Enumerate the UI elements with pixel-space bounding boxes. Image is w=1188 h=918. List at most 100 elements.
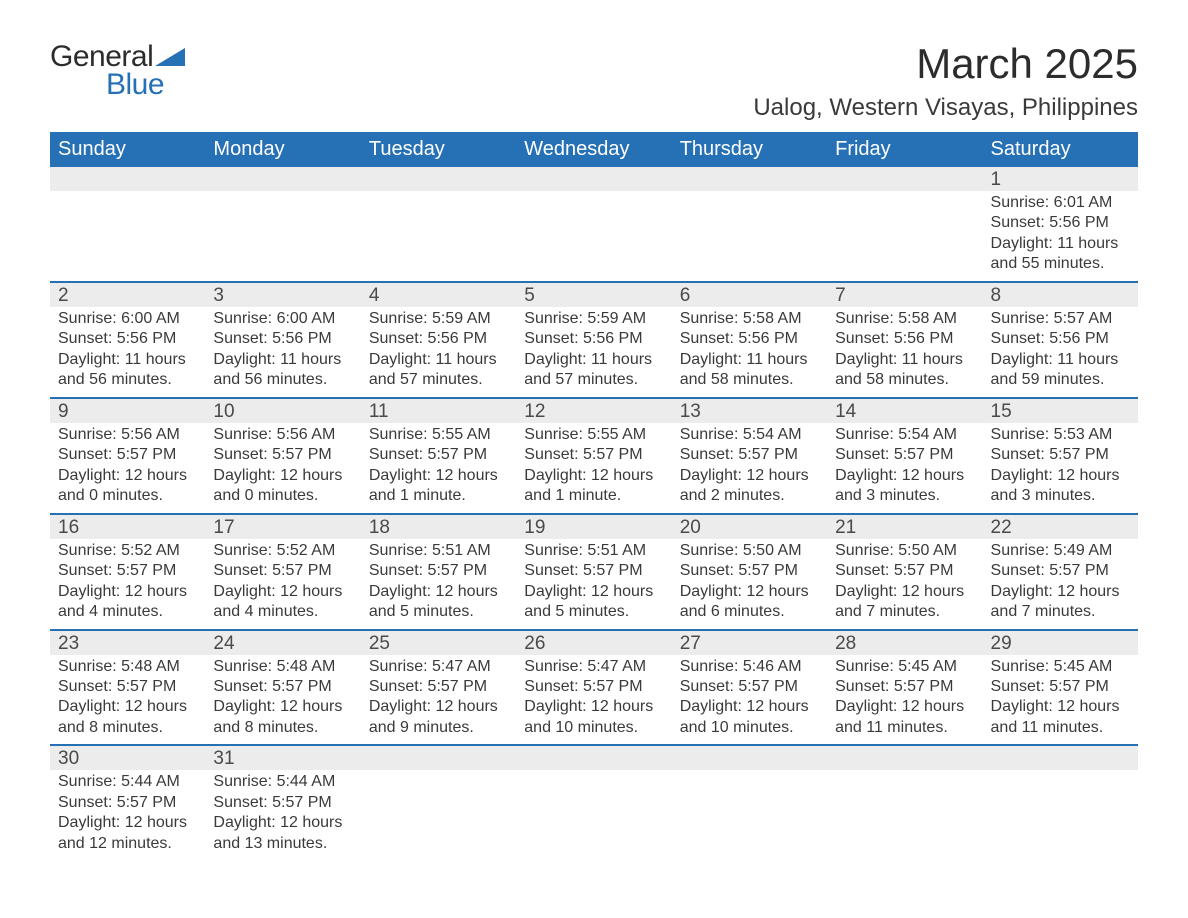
day-body xyxy=(516,191,671,211)
day-number: 11 xyxy=(361,399,516,423)
daylight-line: Daylight: 12 hours and 11 minutes. xyxy=(991,697,1130,738)
sunset-line: Sunset: 5:56 PM xyxy=(680,329,819,349)
sunrise-line: Sunrise: 5:57 AM xyxy=(991,309,1130,329)
sunrise-line: Sunrise: 5:50 AM xyxy=(680,541,819,561)
day-number: 21 xyxy=(827,515,982,539)
sunrise-line: Sunrise: 6:00 AM xyxy=(58,309,197,329)
calendar-row: 30Sunrise: 5:44 AMSunset: 5:57 PMDayligh… xyxy=(50,745,1138,860)
sunset-line: Sunset: 5:57 PM xyxy=(213,677,352,697)
daylight-line: Daylight: 12 hours and 7 minutes. xyxy=(991,582,1130,623)
daylight-line: Daylight: 11 hours and 58 minutes. xyxy=(835,350,974,391)
sunrise-line: Sunrise: 5:59 AM xyxy=(524,309,663,329)
day-number: 16 xyxy=(50,515,205,539)
daylight-line: Daylight: 11 hours and 55 minutes. xyxy=(991,234,1130,275)
day-number: 12 xyxy=(516,399,671,423)
day-body: Sunrise: 5:58 AMSunset: 5:56 PMDaylight:… xyxy=(672,307,827,397)
day-body xyxy=(827,770,982,790)
daylight-line: Daylight: 12 hours and 5 minutes. xyxy=(369,582,508,623)
calendar-cell: 30Sunrise: 5:44 AMSunset: 5:57 PMDayligh… xyxy=(50,745,205,860)
day-number: 31 xyxy=(205,746,360,770)
sunrise-line: Sunrise: 5:45 AM xyxy=(991,657,1130,677)
daylight-line: Daylight: 12 hours and 12 minutes. xyxy=(58,813,197,854)
sunrise-line: Sunrise: 5:47 AM xyxy=(369,657,508,677)
day-body: Sunrise: 5:49 AMSunset: 5:57 PMDaylight:… xyxy=(983,539,1138,629)
day-body: Sunrise: 5:56 AMSunset: 5:57 PMDaylight:… xyxy=(205,423,360,513)
day-body xyxy=(361,770,516,790)
calendar-cell: 28Sunrise: 5:45 AMSunset: 5:57 PMDayligh… xyxy=(827,630,982,746)
dow-header: Sunday xyxy=(50,132,205,167)
day-body: Sunrise: 5:45 AMSunset: 5:57 PMDaylight:… xyxy=(983,655,1138,745)
day-number: 5 xyxy=(516,283,671,307)
day-number: 4 xyxy=(361,283,516,307)
day-number: 24 xyxy=(205,631,360,655)
day-body: Sunrise: 5:48 AMSunset: 5:57 PMDaylight:… xyxy=(205,655,360,745)
sunrise-line: Sunrise: 6:01 AM xyxy=(991,193,1130,213)
day-number: 26 xyxy=(516,631,671,655)
sunset-line: Sunset: 5:57 PM xyxy=(58,445,197,465)
sunrise-line: Sunrise: 5:49 AM xyxy=(991,541,1130,561)
day-number xyxy=(205,167,360,191)
sunrise-line: Sunrise: 5:54 AM xyxy=(680,425,819,445)
day-body: Sunrise: 5:59 AMSunset: 5:56 PMDaylight:… xyxy=(361,307,516,397)
day-body: Sunrise: 5:55 AMSunset: 5:57 PMDaylight:… xyxy=(361,423,516,513)
day-number: 25 xyxy=(361,631,516,655)
dow-header: Friday xyxy=(827,132,982,167)
day-body: Sunrise: 5:52 AMSunset: 5:57 PMDaylight:… xyxy=(205,539,360,629)
sunrise-line: Sunrise: 5:44 AM xyxy=(213,772,352,792)
calendar-cell: 1Sunrise: 6:01 AMSunset: 5:56 PMDaylight… xyxy=(983,167,1138,282)
day-body xyxy=(205,191,360,211)
day-number xyxy=(516,167,671,191)
calendar-cell: 3Sunrise: 6:00 AMSunset: 5:56 PMDaylight… xyxy=(205,282,360,398)
calendar-cell xyxy=(361,167,516,282)
sunset-line: Sunset: 5:57 PM xyxy=(991,445,1130,465)
sunrise-line: Sunrise: 5:58 AM xyxy=(680,309,819,329)
calendar-cell xyxy=(205,167,360,282)
day-number: 29 xyxy=(983,631,1138,655)
sunset-line: Sunset: 5:57 PM xyxy=(680,445,819,465)
calendar-cell: 17Sunrise: 5:52 AMSunset: 5:57 PMDayligh… xyxy=(205,514,360,630)
sunrise-line: Sunrise: 5:53 AM xyxy=(991,425,1130,445)
calendar-row: 2Sunrise: 6:00 AMSunset: 5:56 PMDaylight… xyxy=(50,282,1138,398)
calendar-cell: 10Sunrise: 5:56 AMSunset: 5:57 PMDayligh… xyxy=(205,398,360,514)
sunrise-line: Sunrise: 5:50 AM xyxy=(835,541,974,561)
sunset-line: Sunset: 5:56 PM xyxy=(524,329,663,349)
sunrise-line: Sunrise: 6:00 AM xyxy=(213,309,352,329)
day-body: Sunrise: 5:59 AMSunset: 5:56 PMDaylight:… xyxy=(516,307,671,397)
sunset-line: Sunset: 5:56 PM xyxy=(991,213,1130,233)
calendar-cell: 26Sunrise: 5:47 AMSunset: 5:57 PMDayligh… xyxy=(516,630,671,746)
sunrise-line: Sunrise: 5:56 AM xyxy=(213,425,352,445)
day-number: 19 xyxy=(516,515,671,539)
calendar-cell: 8Sunrise: 5:57 AMSunset: 5:56 PMDaylight… xyxy=(983,282,1138,398)
calendar-row: 16Sunrise: 5:52 AMSunset: 5:57 PMDayligh… xyxy=(50,514,1138,630)
sunrise-line: Sunrise: 5:52 AM xyxy=(58,541,197,561)
daylight-line: Daylight: 12 hours and 4 minutes. xyxy=(58,582,197,623)
calendar-cell: 4Sunrise: 5:59 AMSunset: 5:56 PMDaylight… xyxy=(361,282,516,398)
sunset-line: Sunset: 5:57 PM xyxy=(58,561,197,581)
sunset-line: Sunset: 5:57 PM xyxy=(991,561,1130,581)
day-number: 8 xyxy=(983,283,1138,307)
dow-header: Thursday xyxy=(672,132,827,167)
day-number: 30 xyxy=(50,746,205,770)
logo-text-blue: Blue xyxy=(106,68,164,102)
sunrise-line: Sunrise: 5:54 AM xyxy=(835,425,974,445)
sunset-line: Sunset: 5:57 PM xyxy=(835,561,974,581)
sunrise-line: Sunrise: 5:46 AM xyxy=(680,657,819,677)
day-number: 1 xyxy=(983,167,1138,191)
daylight-line: Daylight: 12 hours and 7 minutes. xyxy=(835,582,974,623)
daylight-line: Daylight: 12 hours and 10 minutes. xyxy=(680,697,819,738)
calendar-cell: 27Sunrise: 5:46 AMSunset: 5:57 PMDayligh… xyxy=(672,630,827,746)
daylight-line: Daylight: 12 hours and 3 minutes. xyxy=(991,466,1130,507)
sunset-line: Sunset: 5:57 PM xyxy=(524,561,663,581)
day-number: 9 xyxy=(50,399,205,423)
day-number: 13 xyxy=(672,399,827,423)
day-body xyxy=(50,191,205,211)
calendar-cell xyxy=(672,745,827,860)
daylight-line: Daylight: 12 hours and 8 minutes. xyxy=(58,697,197,738)
day-body: Sunrise: 6:00 AMSunset: 5:56 PMDaylight:… xyxy=(205,307,360,397)
calendar-cell: 12Sunrise: 5:55 AMSunset: 5:57 PMDayligh… xyxy=(516,398,671,514)
sunrise-line: Sunrise: 5:59 AM xyxy=(369,309,508,329)
daylight-line: Daylight: 12 hours and 2 minutes. xyxy=(680,466,819,507)
day-number: 3 xyxy=(205,283,360,307)
day-number: 20 xyxy=(672,515,827,539)
daylight-line: Daylight: 11 hours and 57 minutes. xyxy=(524,350,663,391)
